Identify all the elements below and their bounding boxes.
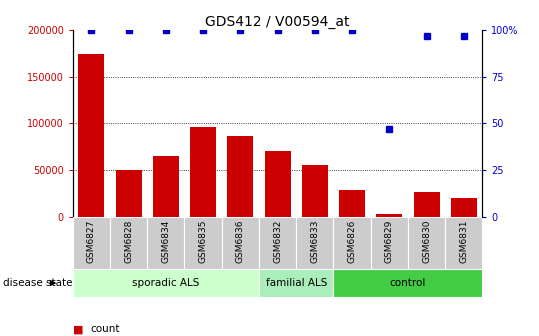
Bar (73, 269, 259, 297)
Text: GSM6836: GSM6836 (236, 219, 245, 263)
Bar (265, 152, 291, 217)
Text: GSM6832: GSM6832 (273, 219, 282, 263)
Bar (302, 165, 328, 217)
Bar (413, 192, 440, 217)
Text: ■: ■ (73, 324, 83, 334)
Bar (115, 170, 142, 217)
Bar (147, 217, 184, 269)
Bar (190, 127, 216, 217)
Text: sporadic ALS: sporadic ALS (132, 278, 199, 288)
Text: GSM6826: GSM6826 (348, 219, 357, 263)
Bar (73, 217, 110, 269)
Text: disease state: disease state (3, 278, 72, 288)
Bar (451, 198, 477, 217)
Bar (184, 217, 222, 269)
Text: GSM6830: GSM6830 (422, 219, 431, 263)
Text: GSM6827: GSM6827 (87, 219, 96, 263)
Bar (334, 217, 371, 269)
Text: GSM6828: GSM6828 (124, 219, 133, 263)
Text: GSM6829: GSM6829 (385, 219, 394, 263)
Text: control: control (390, 278, 426, 288)
Bar (110, 217, 147, 269)
Bar (408, 217, 445, 269)
Text: count: count (90, 324, 120, 334)
Bar (445, 217, 482, 269)
Text: GSM6834: GSM6834 (161, 219, 170, 263)
Bar (222, 217, 259, 269)
Bar (339, 190, 365, 217)
Bar (259, 217, 296, 269)
Bar (296, 217, 334, 269)
Text: GSM6831: GSM6831 (459, 219, 468, 263)
Bar (376, 214, 402, 217)
Bar (153, 156, 179, 217)
Bar (371, 217, 408, 269)
Text: GSM6835: GSM6835 (198, 219, 208, 263)
Bar (227, 136, 253, 217)
Text: GSM6833: GSM6833 (310, 219, 319, 263)
Title: GDS412 / V00594_at: GDS412 / V00594_at (205, 15, 350, 29)
Text: familial ALS: familial ALS (266, 278, 327, 288)
Bar (259, 269, 334, 297)
Bar (334, 269, 482, 297)
Bar (78, 53, 105, 217)
